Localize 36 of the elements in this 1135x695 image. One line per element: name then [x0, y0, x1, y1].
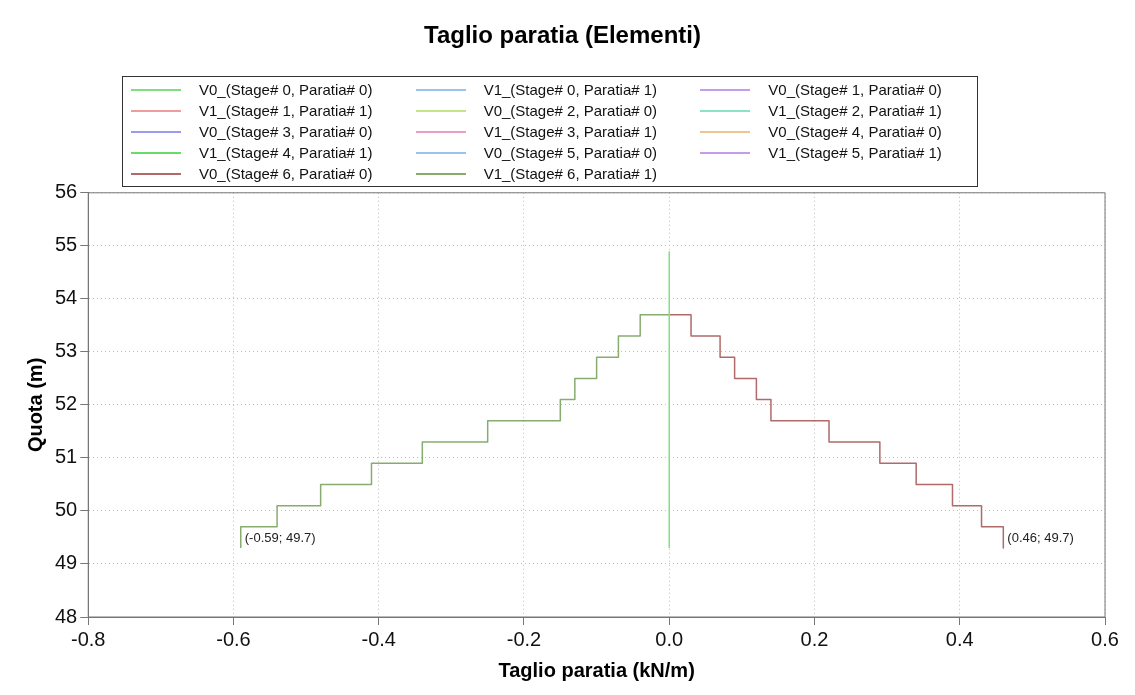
y-axis-title: Quota (m) — [23, 357, 46, 453]
legend-label: V0_(Stage# 2, Paratia# 0) — [483, 102, 658, 119]
x-axis-title: Taglio paratia (kN/m) — [498, 658, 695, 681]
annotation: (0.46; 49.7) — [1007, 530, 1074, 546]
legend-label: V1_(Stage# 5, Paratia# 1) — [768, 144, 942, 161]
x-tick-label: -0.8 — [71, 627, 106, 650]
legend-label: V0_(Stage# 0, Paratia# 0) — [199, 81, 373, 98]
y-tick-label: 55 — [55, 233, 78, 256]
x-tick-label: -0.6 — [216, 627, 251, 650]
x-tick-label: -0.4 — [361, 627, 396, 650]
y-tick-label: 54 — [55, 286, 78, 309]
x-tick-label: 0.2 — [800, 627, 829, 650]
legend-label: V0_(Stage# 1, Paratia# 0) — [768, 81, 942, 98]
legend-label: V0_(Stage# 5, Paratia# 0) — [483, 144, 658, 161]
legend-label: V1_(Stage# 4, Paratia# 1) — [199, 144, 373, 161]
x-tick-label: -0.2 — [506, 627, 542, 650]
legend-label: V0_(Stage# 3, Paratia# 0) — [199, 123, 373, 140]
x-tick-label: 0.6 — [1091, 627, 1119, 650]
legend-label: V1_(Stage# 6, Paratia# 1) — [483, 165, 658, 182]
y-tick-label: 48 — [55, 604, 78, 627]
legend-label: V1_(Stage# 1, Paratia# 1) — [199, 102, 373, 119]
legend-label: V1_(Stage# 0, Paratia# 1) — [483, 81, 658, 98]
legend-label: V1_(Stage# 3, Paratia# 1) — [483, 123, 658, 140]
legend-label: V1_(Stage# 2, Paratia# 1) — [768, 102, 942, 119]
y-tick-label: 51 — [55, 445, 78, 468]
y-tick-label: 52 — [55, 392, 78, 415]
y-tick-label: 50 — [55, 498, 78, 521]
y-tick-label: 53 — [55, 339, 78, 362]
x-tick-label: 0.0 — [655, 627, 684, 650]
x-tick-label: 0.4 — [945, 627, 974, 650]
chart-title: Taglio paratia (Elementi) — [424, 21, 701, 49]
legend-label: V0_(Stage# 4, Paratia# 0) — [768, 123, 942, 140]
legend-label: V0_(Stage# 6, Paratia# 0) — [199, 165, 373, 182]
annotation: (-0.59; 49.7) — [244, 530, 316, 546]
y-tick-label: 49 — [55, 551, 78, 574]
y-tick-label: 56 — [55, 180, 78, 203]
